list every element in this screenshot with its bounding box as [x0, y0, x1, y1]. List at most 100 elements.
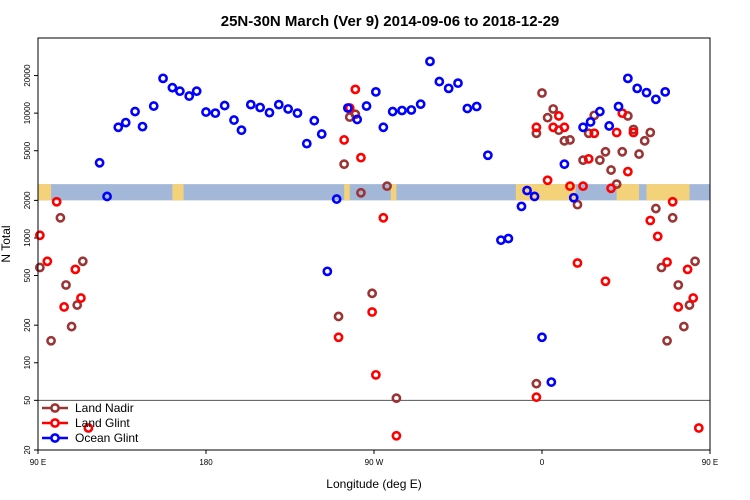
data-point [453, 78, 463, 89]
data-point [531, 392, 542, 403]
data-point [113, 122, 124, 133]
data-point [292, 108, 303, 119]
data-point [51, 196, 62, 207]
data-point [301, 138, 312, 149]
data-point [542, 175, 553, 186]
data-point [529, 191, 540, 202]
data-point [617, 146, 628, 157]
data-point [531, 378, 542, 389]
data-point [600, 276, 611, 287]
data-point [546, 377, 557, 387]
data-point [622, 73, 633, 84]
series-land-glint [34, 84, 704, 441]
data-point [537, 88, 547, 98]
data-point [391, 393, 402, 404]
data-point [632, 83, 643, 94]
y-tick-label: 10000 [23, 101, 32, 124]
data-point [130, 106, 140, 117]
data-point [72, 300, 83, 310]
data-point [309, 115, 320, 126]
data-point [283, 104, 294, 114]
y-tick-label: 20000 [23, 64, 32, 87]
y-tick-label: 2000 [23, 191, 32, 209]
data-point [387, 106, 398, 117]
data-point [370, 369, 381, 380]
data-point [650, 203, 661, 214]
x-tick-label: 90 W [365, 458, 384, 467]
y-axis-label: N Total [0, 225, 13, 262]
data-point [273, 99, 284, 110]
data-point [137, 121, 148, 132]
data-point [667, 212, 678, 223]
data-point [662, 335, 672, 346]
data-point [594, 155, 605, 166]
data-point [102, 191, 112, 202]
data-point [604, 121, 615, 131]
data-point [83, 423, 94, 433]
data-point [583, 128, 594, 139]
data-point [606, 165, 616, 175]
data-point [415, 99, 426, 110]
data-point [522, 185, 532, 196]
data-point [656, 262, 667, 273]
data-point [378, 212, 389, 223]
plot-frame [37, 37, 711, 451]
data-points [34, 56, 704, 441]
data-point [559, 122, 570, 133]
data-point [148, 101, 159, 111]
data-point [542, 112, 553, 123]
legend-marker [50, 418, 60, 428]
data-point [583, 153, 594, 164]
data-point [559, 135, 570, 146]
data-point [397, 105, 407, 116]
x-tick-label: 90 E [30, 458, 46, 467]
data-point [690, 256, 700, 267]
data-point [59, 302, 70, 312]
data-point [645, 127, 656, 138]
data-point [70, 264, 81, 275]
data-point [339, 159, 350, 170]
data-point [352, 114, 363, 125]
data-point [245, 99, 256, 110]
data-point [94, 157, 105, 168]
data-point [382, 181, 392, 192]
data-point [578, 155, 588, 166]
data-point [316, 129, 327, 139]
data-point [167, 82, 178, 93]
data-point [662, 257, 672, 268]
data-point [684, 300, 695, 310]
legend-label: Ocean Glint [75, 431, 139, 445]
data-point [201, 107, 211, 117]
data-point [350, 84, 361, 95]
data-point [61, 280, 71, 290]
land-segment [616, 184, 640, 201]
data-point [613, 101, 624, 112]
data-point [34, 262, 45, 273]
x-tick-label: 0 [540, 458, 545, 467]
data-point [652, 231, 663, 242]
data-point [578, 122, 588, 133]
data-point [120, 117, 131, 128]
y-tick-label: 5000 [23, 141, 32, 159]
data-point [236, 125, 247, 136]
data-point [572, 199, 583, 210]
data-point [356, 187, 366, 198]
data-point [361, 101, 372, 111]
data-point [367, 288, 378, 299]
data-point [55, 212, 66, 223]
data-point [367, 307, 378, 317]
data-point [174, 86, 185, 97]
data-point [66, 321, 77, 332]
data-point [76, 293, 86, 303]
data-point [503, 233, 514, 244]
data-point [682, 264, 693, 275]
data-point [356, 152, 366, 163]
data-point [628, 127, 639, 138]
data-point [673, 280, 684, 290]
data-point [378, 122, 389, 133]
data-point [34, 230, 45, 241]
data-point [660, 86, 671, 97]
x-axis-label: Longitude (deg E) [326, 477, 421, 491]
data-point [589, 128, 600, 139]
